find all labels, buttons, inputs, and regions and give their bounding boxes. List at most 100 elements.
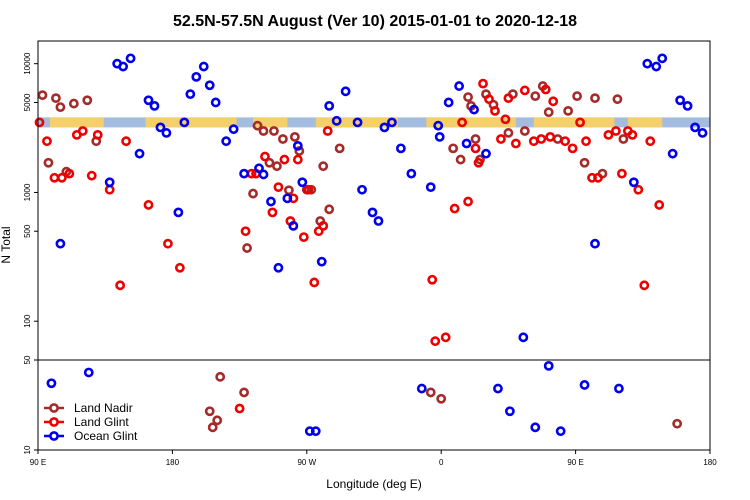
point-ocean-glint-18 — [210, 97, 221, 108]
point-ocean-glint-20 — [228, 124, 239, 135]
point-land-nadir-45 — [543, 107, 554, 118]
point-land-glint-8 — [92, 129, 103, 140]
point-ocean-glint-2 — [83, 367, 94, 378]
band-land-4 — [426, 117, 516, 128]
point-ocean-glint-0 — [46, 378, 57, 389]
point-land-glint-33 — [430, 336, 441, 347]
point-land-nadir-28 — [324, 204, 335, 215]
point-ocean-glint-69 — [690, 122, 700, 133]
point-ocean-glint-5 — [118, 61, 129, 72]
point-ocean-glint-36 — [352, 117, 363, 128]
point-land-glint-51 — [545, 132, 556, 142]
point-land-nadir-2 — [51, 93, 61, 104]
point-ocean-glint-15 — [191, 71, 202, 82]
point-ocean-glint-9 — [149, 101, 160, 111]
point-ocean-glint-45 — [425, 182, 436, 193]
point-land-nadir-32 — [448, 143, 459, 154]
point-ocean-glint-39 — [373, 216, 384, 226]
band-land-2 — [253, 117, 288, 128]
band-land-0 — [49, 117, 104, 128]
point-land-nadir-10 — [212, 415, 223, 426]
band-land-6 — [627, 117, 663, 128]
point-land-glint-20 — [267, 207, 278, 218]
point-ocean-glint-54 — [504, 406, 515, 417]
point-ocean-glint-52 — [481, 148, 491, 159]
point-land-glint-61 — [616, 168, 627, 179]
band-land-5 — [533, 117, 615, 128]
point-land-nadir-1 — [43, 157, 54, 168]
point-land-nadir-47 — [563, 105, 574, 116]
point-ocean-glint-46 — [433, 120, 444, 131]
band-land-1 — [145, 117, 237, 128]
x-tick-label-0: 90 E — [30, 458, 46, 467]
point-ocean-glint-31 — [310, 426, 321, 437]
point-ocean-glint-29 — [297, 177, 308, 188]
y-tick-label-6: 10000 — [23, 52, 32, 75]
point-land-nadir-20 — [278, 134, 288, 144]
point-land-nadir-31 — [436, 393, 447, 404]
point-land-glint-3 — [56, 172, 67, 183]
point-land-glint-60 — [611, 126, 621, 136]
point-ocean-glint-34 — [331, 115, 342, 126]
point-ocean-glint-44 — [416, 383, 427, 394]
y-tick-label-5: 5000 — [23, 93, 32, 111]
point-land-glint-19 — [260, 151, 270, 162]
x-tick-label-2: 90 W — [297, 458, 316, 467]
point-land-glint-46 — [510, 138, 521, 149]
point-land-glint-22 — [279, 154, 290, 165]
y-tick-label-3: 500 — [23, 224, 32, 238]
point-land-glint-10 — [115, 280, 126, 291]
point-land-nadir-17 — [264, 157, 275, 168]
point-land-glint-38 — [470, 143, 481, 154]
point-ocean-glint-59 — [579, 380, 590, 390]
point-ocean-glint-40 — [379, 122, 390, 133]
point-land-nadir-40 — [503, 128, 514, 138]
point-ocean-glint-24 — [266, 196, 276, 207]
point-land-nadir-8 — [204, 406, 215, 417]
point-land-glint-31 — [322, 126, 333, 136]
point-land-nadir-33 — [455, 154, 466, 165]
point-land-glint-35 — [449, 203, 460, 214]
legend-label-1: Land Glint — [74, 415, 129, 429]
point-ocean-glint-49 — [454, 81, 465, 91]
point-ocean-glint-7 — [134, 148, 145, 159]
point-land-glint-56 — [581, 136, 591, 147]
point-ocean-glint-3 — [104, 177, 115, 188]
point-ocean-glint-48 — [443, 97, 454, 108]
point-ocean-glint-35 — [340, 86, 351, 97]
point-land-nadir-34 — [463, 92, 473, 103]
point-land-glint-54 — [567, 143, 578, 154]
point-land-nadir-0 — [37, 90, 48, 101]
point-ocean-glint-43 — [406, 168, 417, 179]
point-land-nadir-36 — [470, 134, 481, 144]
point-ocean-glint-67 — [675, 95, 686, 106]
point-land-glint-64 — [633, 184, 644, 195]
point-land-nadir-22 — [289, 132, 300, 142]
point-land-glint-53 — [560, 136, 571, 147]
point-land-glint-58 — [593, 172, 603, 183]
point-land-glint-0 — [34, 117, 45, 128]
point-ocean-glint-10 — [155, 122, 166, 133]
point-land-nadir-3 — [55, 102, 66, 113]
point-ocean-glint-42 — [395, 143, 406, 154]
legend-marker-2 — [49, 431, 59, 441]
x-tick-label-4: 90 E — [567, 458, 583, 467]
point-land-glint-50 — [540, 84, 551, 95]
point-ocean-glint-61 — [614, 383, 624, 394]
point-land-nadir-49 — [579, 157, 590, 168]
point-land-glint-52 — [548, 96, 559, 107]
point-ocean-glint-58 — [555, 426, 566, 437]
point-land-glint-63 — [627, 129, 638, 140]
point-land-glint-1 — [42, 136, 52, 147]
data-points — [34, 53, 708, 437]
point-land-glint-43 — [496, 134, 506, 144]
point-ocean-glint-63 — [642, 58, 653, 69]
point-ocean-glint-37 — [357, 184, 367, 195]
point-ocean-glint-14 — [185, 89, 196, 100]
point-ocean-glint-21 — [239, 168, 249, 179]
point-land-glint-7 — [86, 170, 97, 181]
point-ocean-glint-22 — [254, 163, 264, 174]
point-land-nadir-15 — [252, 120, 263, 131]
point-land-glint-15 — [234, 403, 245, 414]
